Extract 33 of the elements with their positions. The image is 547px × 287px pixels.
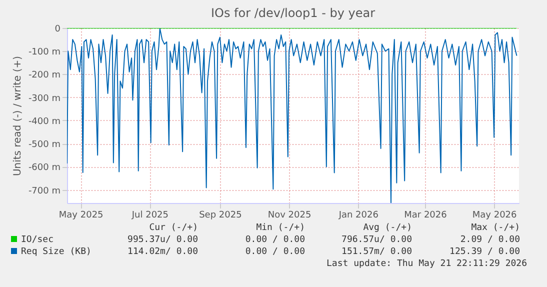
x-tick-label: May 2025: [58, 210, 104, 220]
legend-label: Req Size (KB): [21, 247, 92, 257]
y-tick-label: -200 m: [28, 70, 60, 81]
y-tick-label: -300 m: [28, 94, 60, 104]
text: 0.00 / 0.00: [245, 235, 305, 245]
legend-label: IO/sec: [21, 235, 54, 245]
text: 0.00 / 0.00: [245, 247, 305, 257]
x-tick-label: Sep 2025: [199, 210, 242, 220]
text: 114.02m/ 0.00: [128, 247, 198, 257]
y-tick-label: -400 m: [28, 116, 60, 127]
x-tick-label: Mar 2026: [404, 210, 448, 220]
chart-title: IOs for /dev/loop1 - by year: [210, 6, 376, 20]
y-tick-label: -700 m: [28, 186, 60, 196]
text: 151.57m/ 0.00: [342, 247, 412, 257]
x-tick-label: Jul 2025: [130, 210, 169, 220]
x-tick-label: Jan 2026: [338, 210, 379, 220]
y-axis-title: Units read (-) / write (+): [12, 56, 24, 176]
text: Max (-/+): [471, 223, 520, 233]
text: 796.57u/ 0.00: [342, 235, 412, 245]
text: Last update: Thu May 21 22:11:29 2026: [326, 259, 527, 269]
y-tick-label: -600 m: [28, 163, 60, 174]
x-tick-label: May 2026: [472, 210, 518, 220]
text: Avg (-/+): [363, 223, 412, 233]
y-tick-label: -100 m: [28, 48, 60, 58]
text: Min (-/+): [256, 223, 305, 233]
text: Cur (-/+): [149, 223, 198, 233]
line-series: [67, 28, 518, 203]
text: 125.39 / 0.00: [450, 247, 520, 257]
text: 995.37u/ 0.00: [128, 235, 198, 245]
y-tick-label: -500 m: [28, 140, 60, 150]
text: 2.09 / 0.00: [460, 235, 520, 245]
y-tick-label: 0: [54, 24, 61, 34]
x-tick-label: Nov 2025: [268, 210, 312, 220]
